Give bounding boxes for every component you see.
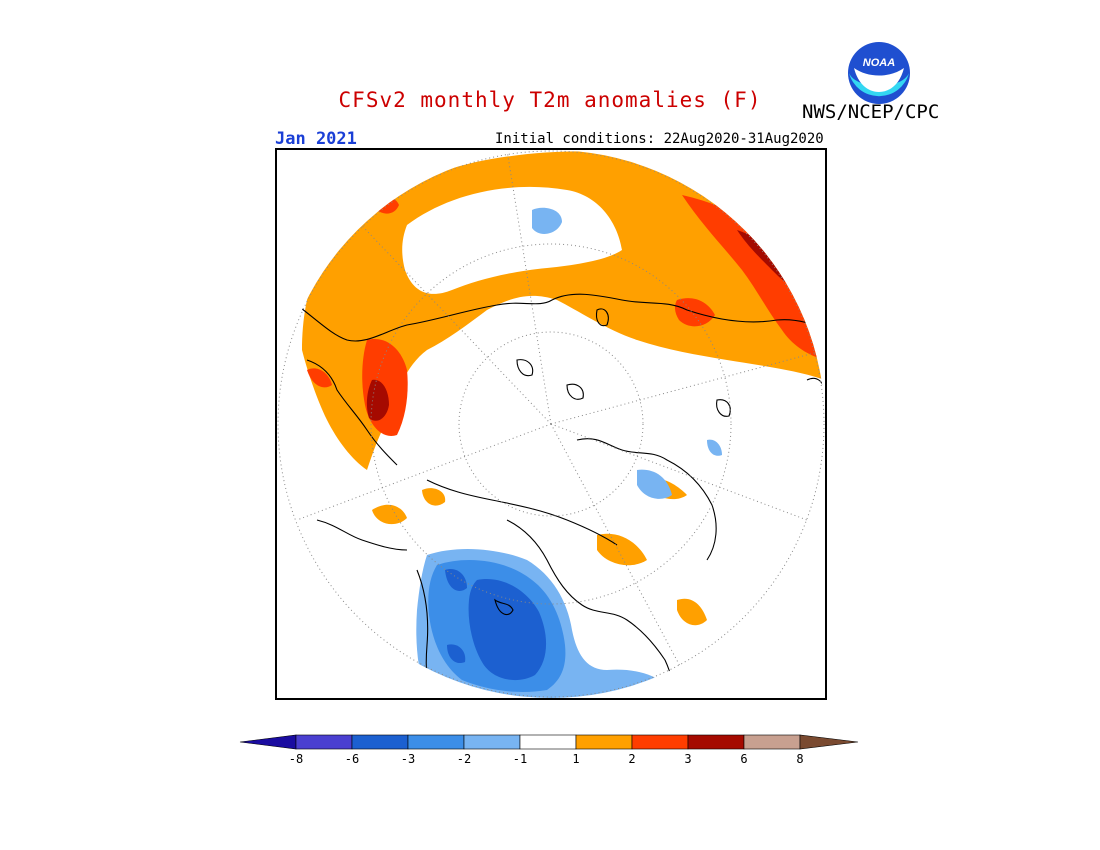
anomaly-region-europe-cool	[532, 207, 562, 234]
colorbar-bin	[295, 734, 353, 750]
colorbar-bin-min	[239, 734, 297, 750]
colorbar-tick-label: -6	[344, 752, 360, 766]
colorbar-bin	[631, 734, 689, 750]
agency-label: NWS/NCEP/CPC	[802, 101, 940, 123]
polar-map-panel	[275, 148, 827, 700]
anomaly-region-eurasia-neutral	[402, 186, 622, 294]
anomaly-region-pacific-warm	[677, 598, 707, 626]
anomaly-colorbar	[239, 734, 859, 750]
colorbar-tick-label: 8	[796, 752, 804, 766]
colorbar-bin	[687, 734, 745, 750]
anomaly-region-na-very-cold	[468, 579, 547, 681]
polar-stereographic-map	[277, 150, 825, 698]
map-title: CFSv2 monthly T2m anomalies (F)	[338, 88, 762, 112]
forecast-month: Jan 2021	[275, 129, 357, 149]
colorbar-bin-max	[799, 734, 859, 750]
svg-text:NOAA: NOAA	[863, 57, 895, 69]
colorbar-tick-label: -3	[400, 752, 416, 766]
anomaly-region-west-very-hot	[366, 379, 389, 421]
colorbar-tick-label: 6	[740, 752, 748, 766]
anomaly-region-alaska-cool	[637, 469, 672, 499]
colorbar-bin	[463, 734, 521, 750]
noaa-logo: NOAA	[848, 42, 910, 104]
anomaly-region-canada-cold-west	[445, 569, 467, 591]
coastlines	[296, 293, 825, 698]
colorbar-tick-label: 1	[572, 752, 580, 766]
colorbar-tick-label: -2	[456, 752, 472, 766]
colorbar-tick-label: 3	[684, 752, 692, 766]
colorbar-bin	[519, 734, 577, 750]
anomaly-region-greenland-warm	[372, 504, 407, 525]
initial-conditions: Initial conditions: 22Aug2020-31Aug2020	[495, 131, 824, 147]
colorbar-bin	[351, 734, 409, 750]
graticule	[296, 150, 825, 698]
anomaly-region-arctic-warm	[422, 488, 446, 506]
colorbar-bin	[743, 734, 801, 750]
anomaly-region-siberia-cool	[707, 439, 722, 456]
colorbar-tick-label: 2	[628, 752, 636, 766]
colorbar-bin	[575, 734, 633, 750]
colorbar-bin	[407, 734, 465, 750]
colorbar-tick-label: -1	[512, 752, 528, 766]
anomaly-region-ne-hot	[682, 195, 825, 360]
anomaly-region-west-coast-hot	[307, 368, 332, 388]
anomaly-region-alaska-warm	[597, 533, 647, 566]
colorbar-tick-label: -8	[288, 752, 304, 766]
anomaly-region-canada-cold-sw	[447, 644, 466, 664]
